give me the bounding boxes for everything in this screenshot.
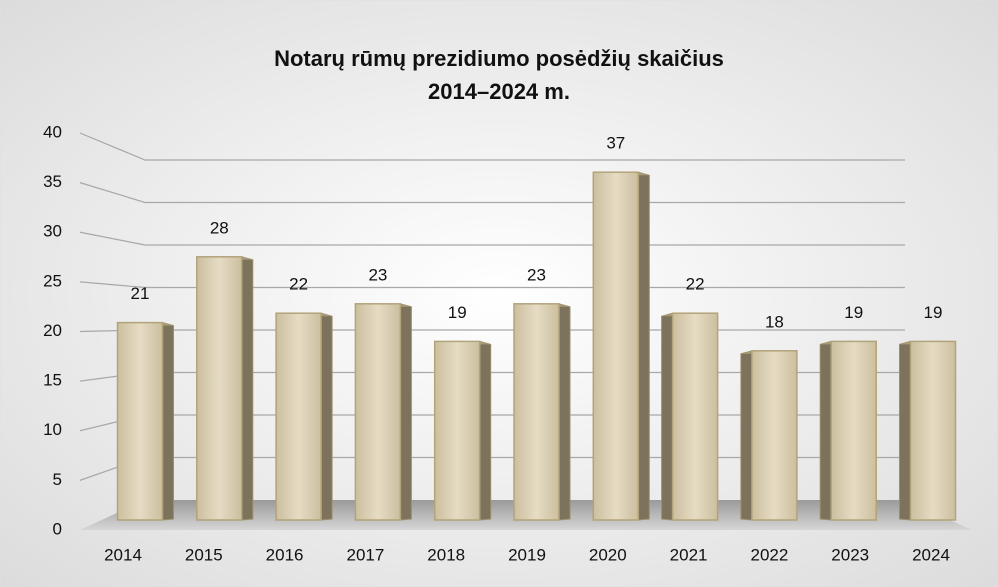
x-tick-label: 2022: [750, 545, 788, 564]
bar-side: [819, 340, 832, 521]
data-label: 28: [210, 218, 229, 237]
bar: [275, 312, 322, 521]
x-tick-label: 2018: [427, 545, 465, 564]
bar: [513, 303, 560, 521]
bar: [751, 350, 798, 521]
bar-side: [558, 303, 571, 521]
bar: [116, 321, 164, 521]
x-tick-label: 2020: [589, 545, 627, 564]
bar-side: [320, 312, 333, 521]
y-tick-label: 15: [43, 371, 62, 390]
y-tick-label: 0: [53, 519, 62, 538]
bar: [909, 340, 957, 521]
x-tick-label: 2017: [346, 545, 384, 564]
data-label: 23: [527, 265, 546, 284]
bar-side: [637, 171, 650, 521]
data-label: 22: [686, 275, 705, 294]
grid-line: [79, 132, 905, 161]
y-tick-label: 5: [53, 470, 62, 489]
x-tick-label: 2015: [185, 545, 223, 564]
data-label: 22: [289, 275, 308, 294]
grid-line: [79, 182, 905, 204]
bar-side: [479, 340, 492, 521]
data-label: 37: [606, 134, 625, 153]
bar-side: [899, 340, 911, 521]
chart-title: Notarų rūmų prezidiumo posėdžių skaičius: [274, 46, 724, 71]
bar-side: [661, 312, 674, 521]
y-tick-label: 25: [43, 271, 62, 290]
bar: [354, 303, 402, 521]
bar: [830, 340, 877, 521]
y-tick-label: 20: [43, 321, 62, 340]
bar: [196, 256, 243, 521]
grid-line: [79, 281, 905, 289]
y-tick-label: 30: [43, 222, 62, 241]
y-tick-label: 10: [43, 420, 62, 439]
y-tick-label: 40: [43, 122, 62, 141]
data-label: 23: [368, 265, 387, 284]
x-tick-label: 2024: [912, 545, 950, 564]
chart-title: 2014–2024 m.: [428, 79, 570, 104]
data-label: 19: [924, 303, 943, 322]
x-tick-label: 2021: [670, 545, 708, 564]
y-tick-label: 35: [43, 172, 62, 191]
bar-side: [162, 321, 174, 521]
x-tick-label: 2019: [508, 545, 546, 564]
x-tick-label: 2023: [831, 545, 869, 564]
data-label: 19: [448, 303, 467, 322]
bar: [592, 171, 640, 521]
x-tick-label: 2014: [104, 545, 142, 564]
x-tick-label: 2016: [266, 545, 304, 564]
data-label: 21: [131, 284, 150, 303]
grid-line: [79, 231, 905, 246]
bar: [433, 340, 481, 521]
bar-side: [241, 256, 254, 521]
bar-side: [740, 350, 753, 521]
bar-side: [399, 303, 412, 521]
data-label: 19: [844, 303, 863, 322]
data-label: 18: [765, 312, 784, 331]
bar: [671, 312, 719, 521]
